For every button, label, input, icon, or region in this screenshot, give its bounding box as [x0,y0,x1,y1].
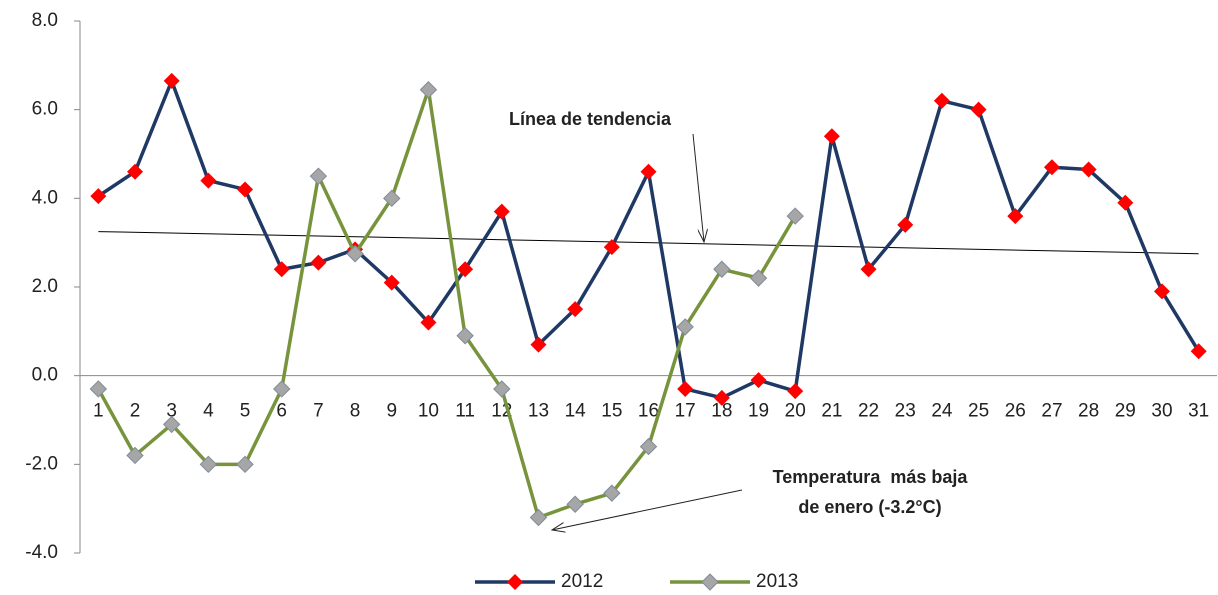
data-point [713,260,731,278]
data-point [1007,208,1024,225]
x-tick-label: 3 [166,401,177,422]
data-point [1043,159,1060,176]
data-point [420,314,437,331]
series-line [96,87,797,520]
data-point [126,446,144,465]
x-tick-label: 27 [1041,401,1062,422]
annotation-arrow [552,489,743,530]
legend-marker [507,574,523,590]
legend-label: 2012 [561,571,603,592]
x-tick-label: 21 [821,401,842,422]
x-tick-label: 30 [1151,401,1172,422]
data-point [897,216,914,233]
data-point [89,380,108,398]
x-tick-label: 24 [931,401,953,422]
x-tick-label: 15 [601,401,622,422]
data-point [162,415,181,434]
data-point [236,455,254,474]
data-point [273,380,291,398]
x-tick-label: 10 [418,401,439,422]
y-tick-label: 0.0 [32,365,58,386]
x-tick-label: 28 [1078,401,1099,422]
x-tick-label: 26 [1005,401,1026,422]
x-tick-label: 19 [748,401,769,422]
y-tick-label: 2.0 [32,276,58,297]
y-tick-label: 4.0 [32,187,58,208]
data-point [90,188,107,205]
data-point [383,189,401,208]
y-tick-label: -2.0 [25,453,58,474]
data-point [676,318,694,336]
data-point [823,128,840,145]
data-point [493,203,510,220]
legend-marker [701,573,719,591]
data-point [603,239,620,256]
data-point [309,167,328,185]
x-tick-label: 7 [313,401,324,422]
data-point [1153,283,1170,300]
x-tick-label: 2 [130,401,141,422]
data-point [127,163,144,180]
data-point [1117,194,1134,211]
x-tick-label: 22 [858,401,879,422]
x-tick-label: 25 [968,401,989,422]
x-tick-label: 4 [203,401,214,422]
x-tick-label: 17 [675,401,696,422]
data-point [1190,343,1207,360]
data-point [530,336,547,353]
x-tick-label: 14 [565,401,587,422]
annotation: Línea de tendencia [509,109,672,129]
data-point [529,508,548,527]
x-tick-label: 13 [528,401,549,422]
data-point [310,254,327,271]
data-point [860,261,877,278]
y-tick-label: 6.0 [32,99,58,120]
x-tick-label: 31 [1188,401,1209,422]
x-tick-label: 29 [1115,401,1136,422]
data-point [200,172,217,189]
data-point [383,274,400,291]
data-point [163,72,180,89]
data-point [933,92,950,109]
data-point [639,437,658,456]
data-point [456,327,474,345]
y-tick-label: -4.0 [25,542,58,563]
annotation-arrow [692,133,704,242]
annotation: de enero (-3.2°C) [798,497,941,517]
y-tick-label: 8.0 [32,10,58,31]
data-point [419,81,438,99]
data-point [1080,161,1097,178]
data-point [640,163,657,180]
x-tick-label: 5 [240,401,251,422]
annotation: Temperatura más baja [773,467,969,487]
x-tick-label: 20 [785,401,806,422]
data-point [273,261,290,278]
data-point [603,484,621,502]
x-tick-label: 9 [386,401,397,422]
data-point [237,181,254,198]
data-point [677,380,694,397]
data-point [346,245,364,263]
data-point [567,301,584,318]
x-tick-label: 16 [638,401,659,422]
data-point [566,495,584,513]
data-point [199,455,218,474]
data-point [749,269,768,287]
legend-label: 2013 [756,571,798,592]
x-tick-label: 1 [93,401,104,422]
x-tick-label: 11 [455,401,475,422]
x-tick-label: 6 [276,401,287,422]
x-tick-label: 23 [895,401,916,422]
data-point [787,383,804,400]
x-tick-label: 18 [711,401,732,422]
data-point [786,207,804,225]
data-point [493,380,511,398]
data-point [970,101,987,118]
data-point [750,372,767,389]
data-point [457,261,474,278]
x-tick-label: 8 [350,401,361,422]
trend-line [98,231,1199,255]
data-point [713,389,730,406]
